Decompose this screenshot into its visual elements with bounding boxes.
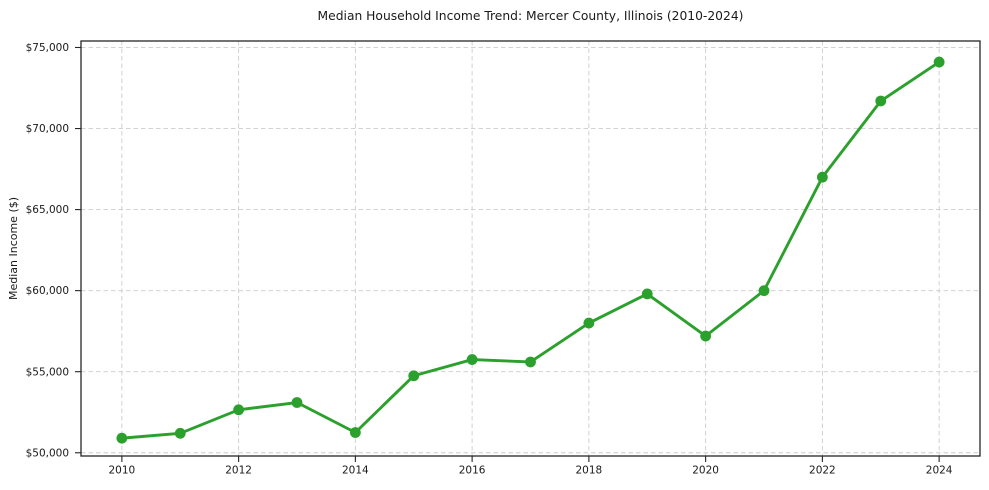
x-tick-label: 2024 xyxy=(926,465,953,477)
data-point xyxy=(933,56,945,68)
y-tick-label: $70,000 xyxy=(26,123,69,135)
data-point xyxy=(349,427,361,438)
data-point xyxy=(816,171,828,183)
chart-title: Median Household Income Trend: Mercer Co… xyxy=(317,9,744,23)
x-tick-label: 2016 xyxy=(459,465,486,477)
data-point xyxy=(875,95,887,107)
x-tick-label: 2018 xyxy=(576,465,603,477)
data-point xyxy=(291,397,303,408)
data-point xyxy=(233,404,245,416)
data-point xyxy=(466,354,478,365)
data-point xyxy=(641,288,653,300)
data-point xyxy=(525,356,536,368)
data-point xyxy=(408,370,420,382)
trend-line xyxy=(120,60,941,440)
y-tick-label: $60,000 xyxy=(26,285,69,297)
data-point xyxy=(758,285,770,297)
x-tick-label: 2022 xyxy=(809,465,836,477)
axes-frame xyxy=(80,40,981,457)
y-tick-label: $65,000 xyxy=(26,204,69,216)
data-point xyxy=(116,432,128,444)
x-tick-label: 2012 xyxy=(225,465,252,477)
y-tick-label: $75,000 xyxy=(26,42,69,54)
x-tick-label: 2010 xyxy=(108,465,135,477)
data-point xyxy=(583,317,595,329)
data-point xyxy=(174,427,186,439)
y-tick-label: $50,000 xyxy=(26,447,69,459)
data-point xyxy=(700,330,712,342)
y-tick-label: $55,000 xyxy=(26,366,69,378)
x-tick-label: 2014 xyxy=(342,465,369,477)
x-tick-label: 2020 xyxy=(692,465,719,477)
